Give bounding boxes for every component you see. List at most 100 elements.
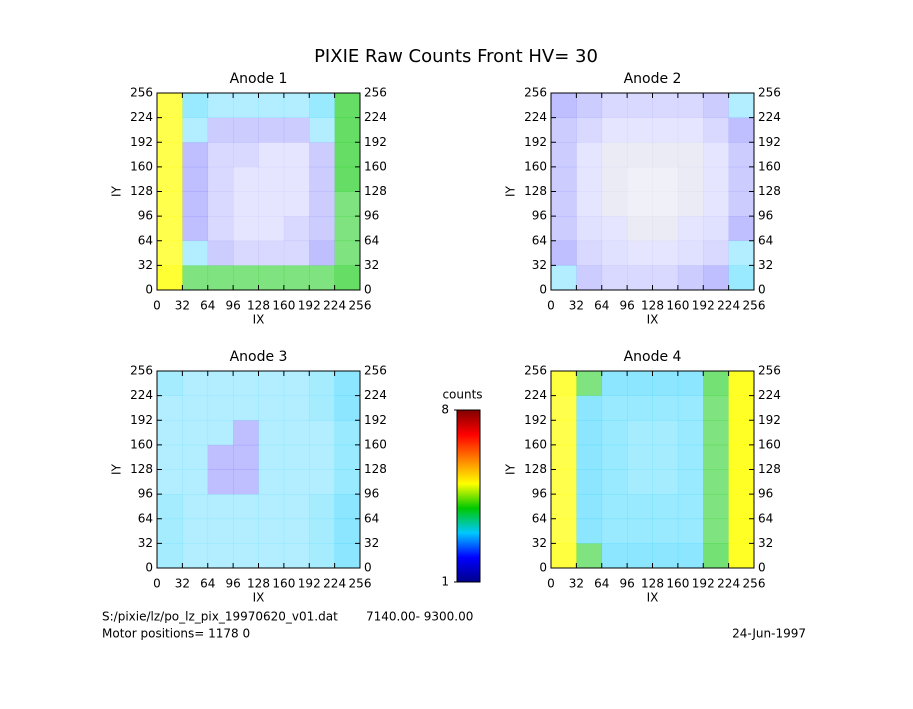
heatmap-cell [258, 142, 285, 168]
x-tick-label: 64 [200, 577, 215, 591]
heatmap-cell [309, 142, 335, 168]
y2-tick-label: 96 [758, 209, 773, 223]
colorbar [456, 409, 481, 583]
x-tick-label: 96 [619, 299, 634, 313]
x-tick-label: 96 [619, 577, 634, 591]
x-tick-label: 256 [743, 299, 766, 313]
y2-tick-label: 160 [758, 437, 781, 451]
heatmap-cell [601, 216, 628, 242]
y2-tick-label: 224 [758, 388, 781, 402]
heatmap-cell [309, 166, 335, 192]
heatmap-cell [207, 216, 234, 242]
x-tick-label: 0 [547, 577, 555, 591]
y2-tick-label: 256 [758, 86, 781, 100]
heatmap-cell [258, 543, 285, 569]
y-tick-label: 64 [138, 233, 153, 247]
heatmap-cell [627, 518, 653, 544]
heatmap-cell [728, 240, 755, 266]
heatmap-cell [551, 444, 577, 470]
heatmap-cell [652, 469, 679, 495]
heatmap-cell [627, 469, 653, 495]
heatmap-cell [258, 93, 285, 118]
heatmap-cell [576, 166, 603, 192]
panel-title: Anode 4 [624, 349, 682, 365]
heatmap-cell [157, 371, 183, 396]
y-tick-label: 192 [524, 135, 547, 149]
heatmap-cell [309, 518, 335, 544]
heatmap-cell [309, 395, 335, 421]
y-tick-label: 0 [145, 283, 153, 297]
x-tick-label: 128 [247, 299, 270, 313]
heatmap-cell [703, 494, 729, 520]
heatmap-cell [207, 395, 234, 421]
heatmap-cell [182, 240, 209, 266]
y-tick-label: 96 [532, 209, 547, 223]
heatmap-cell [627, 240, 653, 266]
heatmap-cell [652, 240, 679, 266]
heatmap-cell [182, 117, 209, 143]
heatmap-cell [652, 518, 679, 544]
heatmap-cell [283, 93, 310, 118]
heatmap-cell [652, 444, 679, 470]
heatmap-cell [677, 166, 704, 192]
x-tick-label: 64 [594, 577, 609, 591]
heatmap-cell [728, 395, 755, 421]
y2-tick-label: 160 [364, 159, 387, 173]
heatmap-cell [601, 444, 628, 470]
heatmap-cell [182, 444, 209, 470]
y-tick-label: 224 [524, 388, 547, 402]
footer-range: 7140.00- 9300.00 [366, 610, 473, 624]
heatmap-cell [258, 265, 285, 291]
y2-tick-label: 32 [758, 536, 773, 550]
heatmap-cell [309, 444, 335, 470]
heatmap-cell [207, 469, 234, 495]
heatmap-cell [157, 142, 183, 168]
heatmap-cell [677, 240, 704, 266]
heatmap-cell [576, 117, 603, 143]
heatmap-cell [233, 216, 259, 242]
x-tick-label: 160 [666, 299, 689, 313]
y2-tick-label: 160 [758, 159, 781, 173]
heatmap-cell [677, 494, 704, 520]
heatmap-cell [576, 444, 603, 470]
colorbar-label: counts [442, 388, 482, 402]
heatmap-cell [207, 371, 234, 396]
heatmap-cell [652, 543, 679, 569]
heatmap-cell [627, 494, 653, 520]
heatmap-cell [157, 117, 183, 143]
heatmap-cell [601, 420, 628, 446]
x-tick-label: 224 [717, 299, 740, 313]
y2-tick-label: 192 [364, 413, 387, 427]
heatmap-cell [233, 93, 259, 118]
x-tick-label: 192 [692, 577, 715, 591]
heatmap-cell [652, 420, 679, 446]
x-tick-label: 32 [175, 577, 190, 591]
x-tick-label: 224 [717, 577, 740, 591]
x-tick-label: 192 [692, 299, 715, 313]
y2-tick-label: 32 [364, 536, 379, 550]
heatmap-cell [652, 166, 679, 192]
heatmap-cell [652, 265, 679, 291]
heatmap-cell [703, 142, 729, 168]
y2-tick-label: 160 [364, 437, 387, 451]
heatmap-cell [334, 265, 361, 291]
heatmap-cell [551, 142, 577, 168]
y-tick-label: 32 [532, 258, 547, 272]
heatmap-cell [627, 191, 653, 217]
heatmap-cell [283, 191, 310, 217]
heatmap-cell [258, 420, 285, 446]
x-tick-label: 32 [175, 299, 190, 313]
y2-tick-label: 32 [758, 258, 773, 272]
heatmap-cell [258, 117, 285, 143]
heatmap-cell [258, 494, 285, 520]
y-tick-label: 32 [138, 258, 153, 272]
x-tick-label: 224 [323, 577, 346, 591]
x-tick-label: 160 [666, 577, 689, 591]
heatmap-cell [703, 216, 729, 242]
heatmap-cell [627, 216, 653, 242]
heatmap-cell [233, 240, 259, 266]
heatmap-cell [627, 371, 653, 396]
heatmap-cell [334, 93, 361, 118]
heatmap-cell [182, 371, 209, 396]
heatmap-cell [728, 494, 755, 520]
